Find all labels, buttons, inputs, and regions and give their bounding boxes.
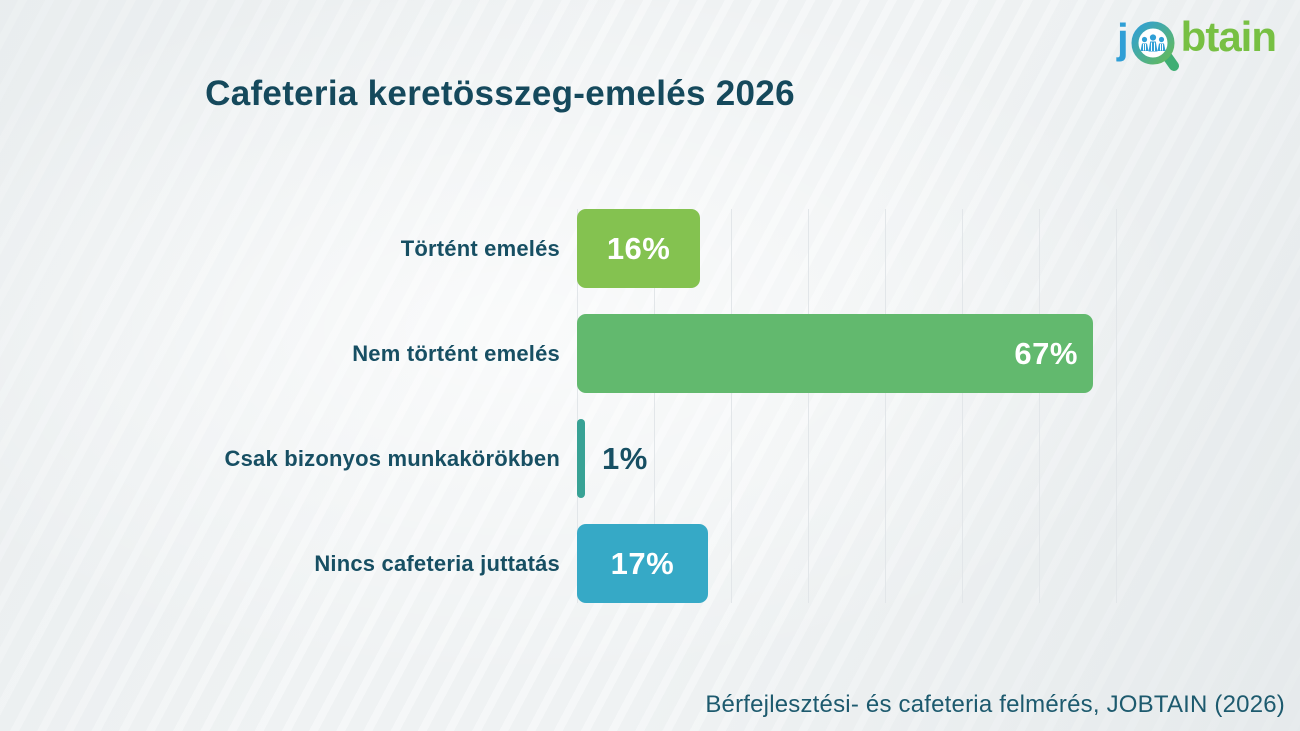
chart-row: Csak bizonyos munkakörökben 1% bbox=[0, 419, 1300, 498]
category-label: Történt emelés bbox=[400, 235, 560, 261]
source-text: Bérfejlesztési- és cafeteria felmérés, J… bbox=[705, 691, 1285, 718]
bar-area: 67% bbox=[577, 314, 1300, 393]
chart-row: Nincs cafeteria juttatás 17% bbox=[0, 524, 1300, 603]
bar: 67% bbox=[577, 314, 1093, 393]
value-label: 17% bbox=[610, 545, 675, 581]
chart-rows: Történt emelés 16% Nem történt emelés 67% Cs… bbox=[0, 209, 1300, 629]
magnifier-people-icon bbox=[1131, 21, 1179, 71]
page-title: Cafeteria keretösszeg-emelés 2026 bbox=[205, 74, 795, 113]
category-label: Nem történt emelés bbox=[352, 340, 560, 366]
value-label: 16% bbox=[606, 230, 671, 266]
chart-row: Nem történt emelés 67% bbox=[0, 314, 1300, 393]
bar: 16% bbox=[577, 209, 701, 288]
bar-area: 16% bbox=[577, 209, 1300, 288]
value-label: 67% bbox=[1014, 335, 1078, 371]
logo-j-text: j bbox=[1117, 15, 1129, 62]
category-label: Nincs cafeteria juttatás bbox=[314, 550, 560, 576]
bar bbox=[577, 419, 585, 498]
bar: 17% bbox=[577, 524, 708, 603]
jobtain-logo: j bbox=[1117, 13, 1277, 74]
bar-area: 17% bbox=[577, 524, 1300, 603]
bar-area: 1% bbox=[577, 419, 1300, 498]
logo-btain-text: btain bbox=[1180, 13, 1277, 60]
chart-row: Történt emelés 16% bbox=[0, 209, 1300, 288]
value-label: 1% bbox=[602, 440, 648, 476]
category-label: Csak bizonyos munkakörökben bbox=[224, 445, 560, 471]
